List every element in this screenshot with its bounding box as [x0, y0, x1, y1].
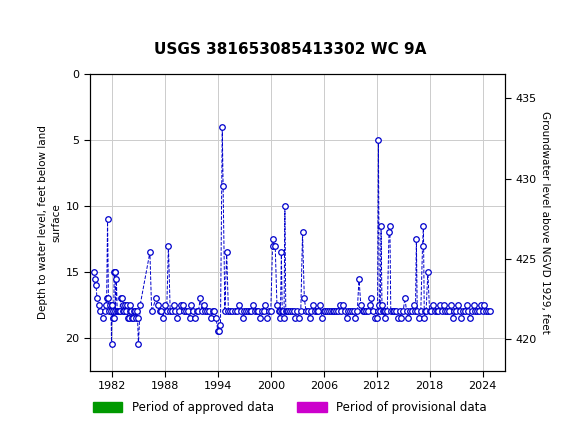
Legend: Period of approved data, Period of provisional data: Period of approved data, Period of provi…: [93, 401, 487, 414]
Text: USGS: USGS: [32, 11, 87, 29]
Y-axis label: Depth to water level, feet below land
surface: Depth to water level, feet below land su…: [38, 126, 61, 319]
Text: USGS 381653085413302 WC 9A: USGS 381653085413302 WC 9A: [154, 42, 426, 57]
Text: ≋: ≋: [3, 10, 21, 30]
Y-axis label: Groundwater level above NGVD 1929, feet: Groundwater level above NGVD 1929, feet: [541, 111, 550, 334]
